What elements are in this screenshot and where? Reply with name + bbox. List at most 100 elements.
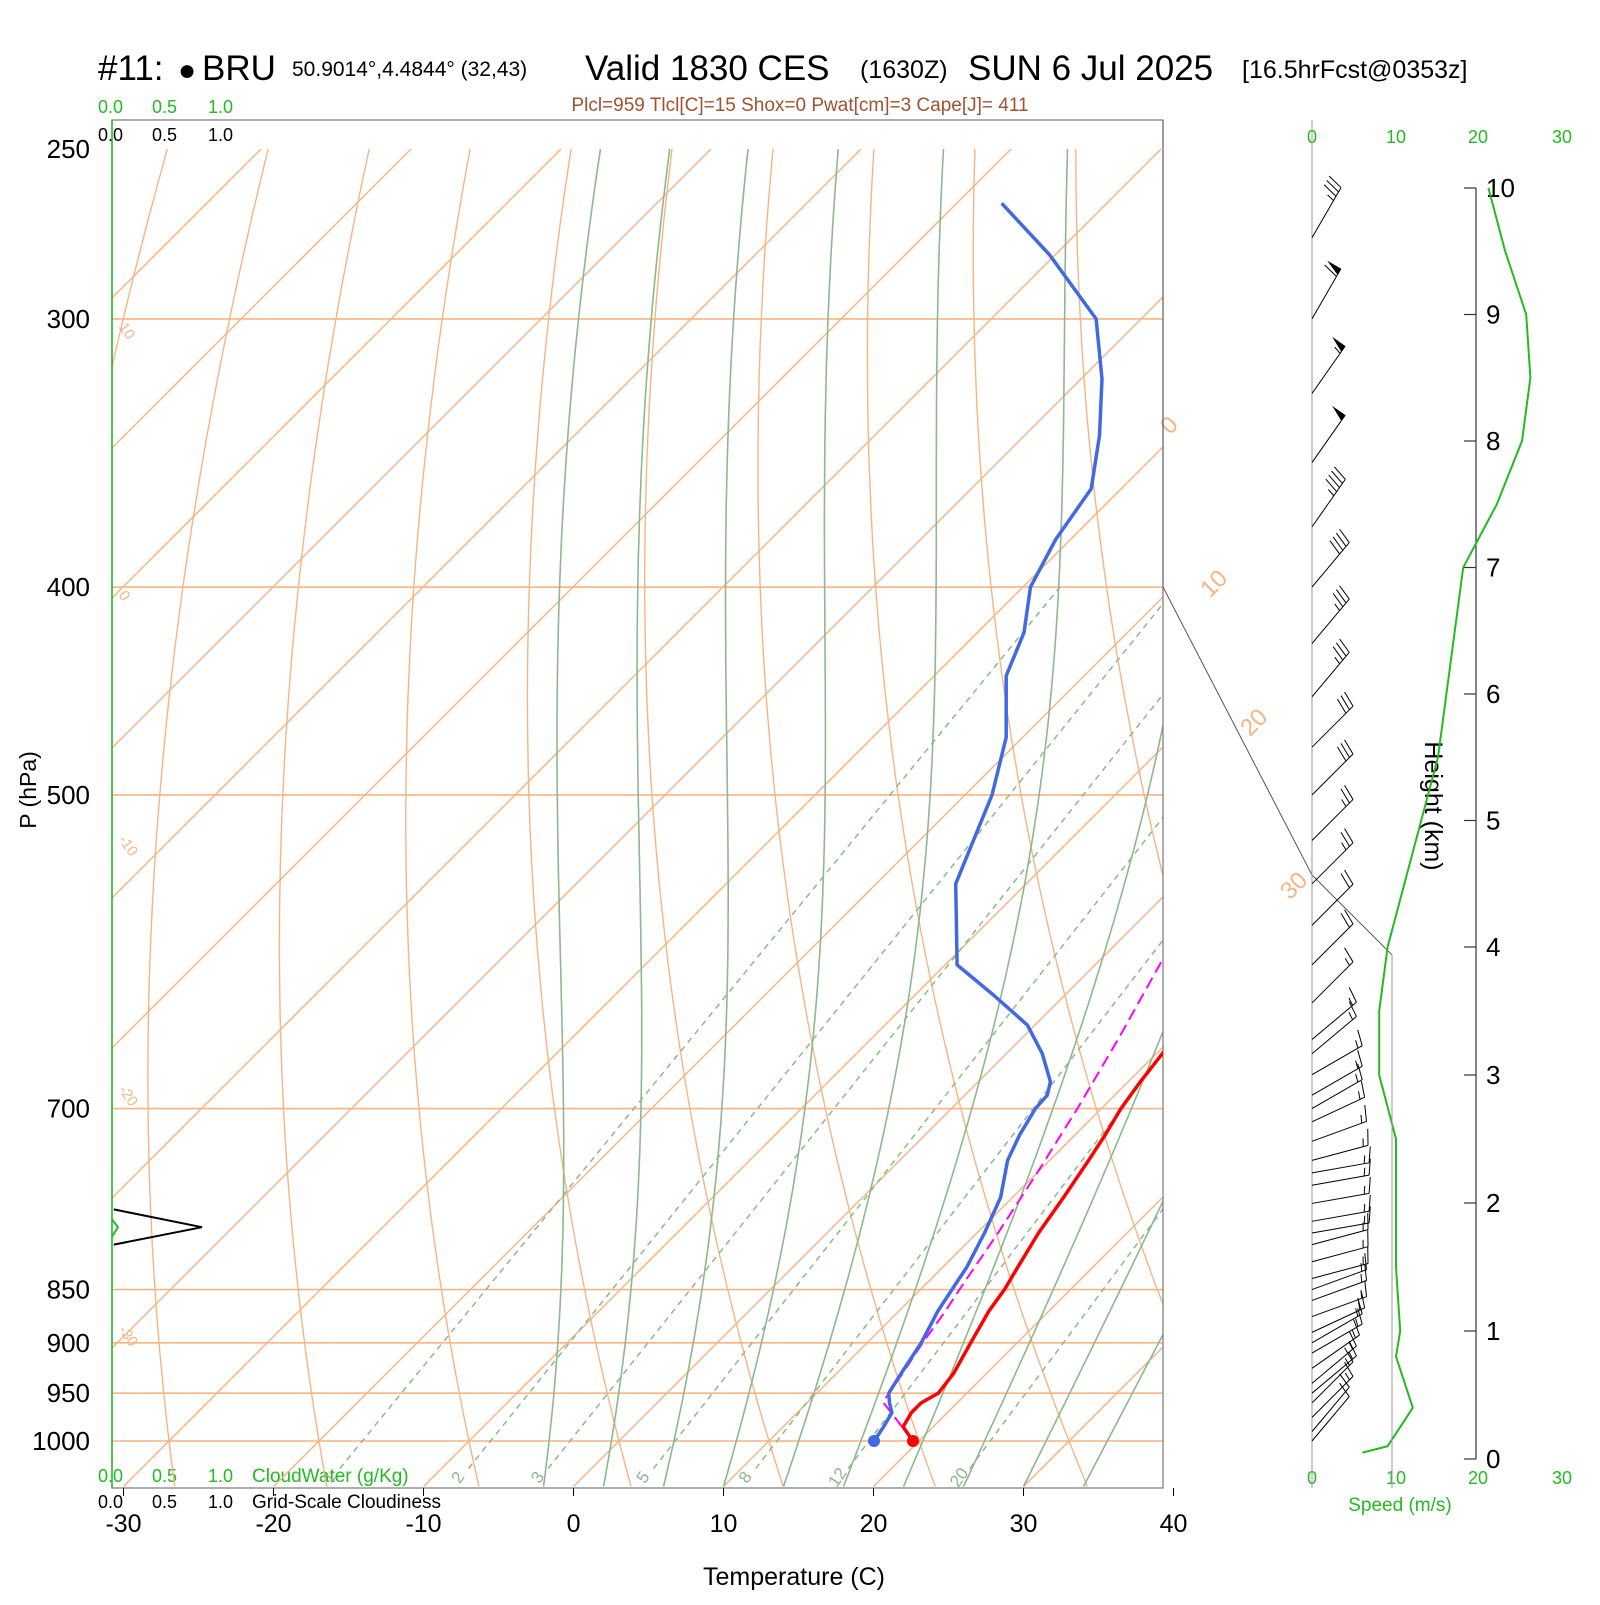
cloudiness-profile (112, 1209, 202, 1244)
parcel-line (883, 489, 1342, 1441)
wind-barb-staff (1312, 599, 1349, 643)
pressure-tick-label: 950 (47, 1378, 90, 1408)
cloudwater-line (112, 1219, 118, 1236)
mixing-ratio-label: 12 (824, 1464, 850, 1490)
temperature-tick-label: -10 (405, 1510, 441, 1538)
station-name: BRU (202, 49, 276, 88)
height-tick-label: 5 (1486, 806, 1500, 836)
pressure-tick-label: 900 (47, 1328, 90, 1358)
moist-adiabat (664, 149, 749, 1487)
moist-adiabat (724, 149, 839, 1487)
isotherm-line (0, 149, 1011, 1486)
station-marker: ● (178, 54, 196, 87)
wind-barb-staff (1312, 188, 1341, 238)
height-tick-label: 8 (1486, 426, 1500, 456)
valid-time: Valid 1830 CES (585, 49, 830, 88)
moist-adiabat (904, 149, 1214, 1487)
wind-barb-half (1349, 1342, 1353, 1349)
valid-date: SUN 6 Jul 2025 (968, 49, 1213, 88)
station-coords: 50.9014°,4.4844° (32,43) (292, 58, 527, 81)
plot-frame (112, 120, 1163, 1488)
wind-barb-half (1345, 1373, 1349, 1380)
isotherm-label: -30 (115, 1322, 141, 1350)
wind-barb-full (1340, 529, 1350, 542)
wind-barb-half (1364, 1204, 1365, 1212)
wind-barb-staff (1312, 479, 1345, 527)
wind-barb-full (1336, 590, 1346, 603)
moist-adiabat (1024, 149, 1555, 1487)
speed-tick-bottom-30: 30 (1552, 1468, 1572, 1488)
wind-barb-full (1369, 1177, 1370, 1193)
wind-barb-staff (1312, 1163, 1369, 1173)
wind-barb-half (1364, 1155, 1365, 1163)
wind-barb-staff (1312, 1247, 1368, 1262)
temperature-tick-label: -30 (105, 1510, 141, 1538)
wind-barb-staff (1312, 415, 1345, 463)
wind-barb-full (1334, 467, 1345, 479)
wind-barb-half (1349, 1012, 1353, 1019)
wind-barb-staff (1312, 1397, 1349, 1441)
wind-barb-half (1342, 843, 1346, 850)
speed-tick-bottom-20: 20 (1468, 1468, 1488, 1488)
upper-isotherm-label: 20 (1235, 704, 1273, 742)
isotherm-line (0, 149, 711, 1486)
wind-barb-half (1345, 958, 1349, 965)
wind-barb-full (1361, 1292, 1364, 1308)
isotherm-line (0, 149, 1311, 1486)
forecast-info: [16.5hrFcst@0353z] (1242, 56, 1468, 84)
wind-barb-full (1358, 1030, 1363, 1046)
wind-barb-full (1332, 471, 1343, 483)
wind-barb-full (1324, 185, 1336, 196)
temperature-tick-label: 10 (710, 1510, 738, 1538)
wind-barb-full (1330, 541, 1340, 554)
temperature-surface-point (907, 1435, 919, 1447)
upper-isotherm-label: 0 (1155, 411, 1184, 440)
wind-barb-half (1356, 1040, 1358, 1048)
mixing-ratio-label: 2 (447, 1468, 468, 1487)
moist-adiabat (784, 149, 944, 1487)
wind-barb-half (1342, 799, 1346, 806)
mixing-ratio-line (970, 587, 1600, 1469)
isotherm-label: 0 (115, 588, 134, 605)
wind-barb-staff (1312, 1145, 1368, 1160)
height-tick-label: 1 (1486, 1316, 1500, 1346)
upper-isotherm-label: 30 (1275, 867, 1313, 905)
wind-barb-half (1335, 657, 1340, 664)
wind-barb-staff (1312, 1297, 1367, 1317)
temperature-tick-label: 20 (860, 1510, 888, 1538)
cloudiness-scale-bottom-1: 0.5 (152, 1492, 177, 1512)
wind-barb-half (1358, 1091, 1360, 1099)
isotherm-line (1174, 149, 1600, 1486)
speed-label: Speed (m/s) (1348, 1495, 1451, 1516)
x-axis-label: Temperature (C) (703, 1563, 885, 1591)
height-tick-label: 4 (1486, 932, 1500, 962)
wind-barb-half (1335, 604, 1340, 611)
isotherm-label: -10 (115, 832, 141, 860)
wind-barb-full (1333, 647, 1343, 660)
wind-barb-staff (1312, 884, 1353, 925)
wind-barb-half (1328, 490, 1333, 496)
temperature-tick-label: 40 (1160, 1510, 1188, 1538)
dry-adiabat (406, 149, 479, 1487)
isotherm-line (724, 149, 1600, 1486)
y-axis-label: P (hPa) (15, 751, 41, 829)
dry-adiabat (1581, 149, 1600, 1487)
wind-barb-half (1361, 1290, 1362, 1298)
wind-barb-staff (1312, 1002, 1356, 1039)
wind-barb-half (1364, 1168, 1365, 1176)
wind-barb-staff (1312, 1263, 1368, 1278)
mixing-ratio-label: 8 (735, 1468, 756, 1487)
wind-barb-staff (1312, 1175, 1369, 1185)
cloudiness-scale-bottom-0: 0.0 (98, 1492, 123, 1512)
speed-tick-top-10: 10 (1386, 127, 1406, 147)
wind-barb-staff (1312, 1016, 1356, 1053)
utc-time: (1630Z) (860, 56, 948, 84)
mixing-ratio-label: 20 (946, 1464, 972, 1490)
cloudwater-scale-top-2: 1.0 (208, 97, 233, 117)
station-id: #11: (98, 49, 164, 88)
wind-barb-full (1333, 593, 1343, 606)
wind-barb-full (1365, 1105, 1367, 1121)
wind-barb-half (1364, 1216, 1365, 1224)
